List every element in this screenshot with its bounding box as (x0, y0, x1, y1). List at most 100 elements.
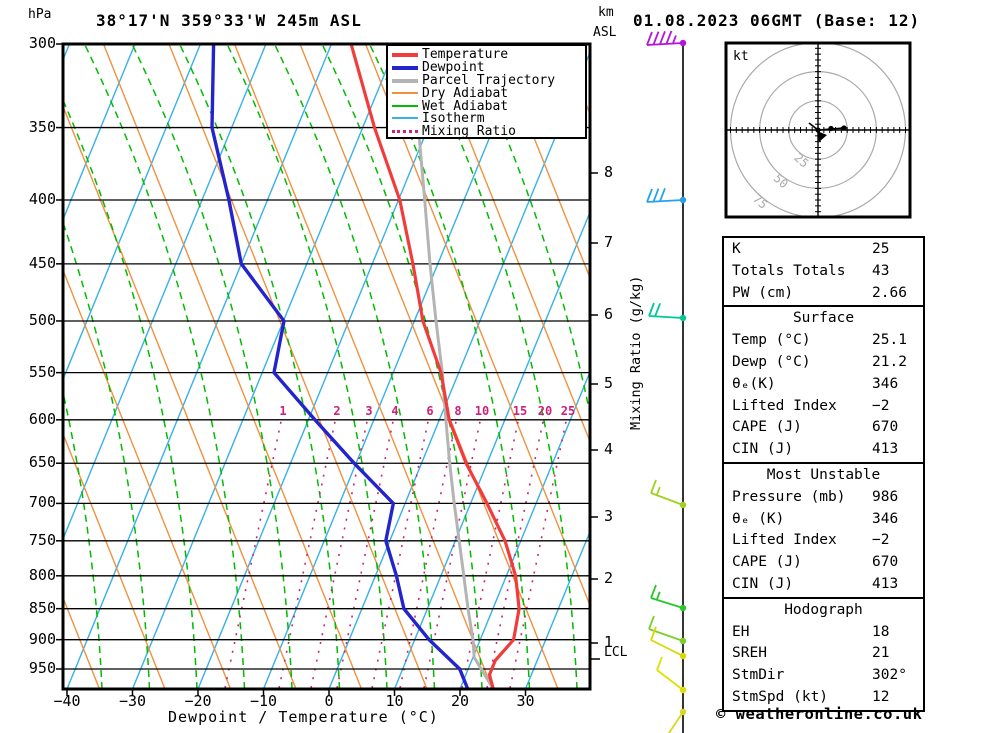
wind-barb (646, 187, 687, 204)
isotherm-line (63, 44, 267, 541)
mixing-ratio-line (486, 417, 545, 689)
wind-barb-stem (648, 315, 684, 319)
wind-barb-stem (656, 669, 684, 691)
pressure-tick-label: 550 (28, 362, 56, 381)
pressure-tick-label: 800 (28, 565, 56, 584)
isotherm-line (197, 44, 464, 689)
pressure-tick-label: 850 (28, 598, 56, 617)
table-section-header: Most Unstable (766, 467, 881, 483)
wet-adiabat-line (83, 44, 246, 689)
hodograph-ring-label: 50 (771, 171, 791, 191)
wet-adiabat-line (63, 389, 103, 689)
table-row-label: Totals Totals (732, 262, 846, 279)
table-row-value: 413 (872, 575, 899, 592)
wet-adiabat-line (131, 44, 293, 689)
table-section-header: Surface (792, 310, 855, 327)
hodograph-frame (724, 41, 912, 219)
wind-barb-feather (652, 188, 660, 202)
table-row-value: −2 (872, 397, 890, 414)
hodograph-trace-point (815, 127, 821, 133)
isotherm-line (524, 529, 590, 689)
table-row-label: θₑ(K) (732, 375, 776, 392)
km-tick-label: 6 (604, 305, 614, 323)
isotherm-line (63, 44, 202, 382)
wind-barb-station-dot (679, 686, 687, 694)
asl-label: ASL (593, 25, 617, 40)
km-tick-label: 3 (604, 507, 614, 525)
hodograph-trace (808, 122, 845, 131)
table-row-label: Pressure (mb) (732, 488, 846, 505)
table-row: Lifted Index −2 (724, 395, 923, 417)
dry-adiabat-line (495, 44, 590, 280)
table-row-value: −2 (872, 532, 890, 549)
wet-adiabat-line (63, 98, 198, 689)
table-row-label: θₑ (K) (732, 510, 785, 527)
table-row-value: 21.2 (872, 353, 907, 370)
temperature-tick-label: 30 (516, 692, 535, 710)
pressure-tick-label: 700 (28, 493, 56, 512)
wet-adiabat-line (321, 44, 483, 689)
wet-adiabat-line (63, 220, 151, 689)
pressure-tick-label: 350 (28, 117, 56, 136)
table-row-label: CAPE (J) (732, 419, 802, 436)
wind-barb-feather (652, 31, 660, 45)
dewpoint-curve (210, 44, 470, 689)
wind-barb-feather (650, 626, 657, 641)
parcel-trajectory-curve (416, 44, 495, 689)
pressure-tick-label: 450 (28, 253, 56, 272)
isotherm-line (131, 44, 398, 689)
legend-line-sample (392, 78, 418, 83)
mixing-ratio-line (224, 417, 283, 689)
temperature-tick-label: −20 (184, 692, 212, 710)
wind-barb-feather (659, 30, 666, 45)
legend-line-sample (392, 91, 418, 94)
legend-line-sample (392, 130, 418, 134)
km-tick-label: 2 (604, 569, 614, 587)
table-section: K 25 Totals Totals 43 PW (cm) 2.66 (722, 236, 925, 308)
mixing-ratio-value-label: 25 (561, 404, 575, 418)
pressure-tick-label: 600 (28, 409, 56, 428)
page-title: 38°17'N 359°33'W 245m ASL (96, 11, 362, 30)
legend-label: Parcel Trajectory (422, 72, 556, 88)
table-row: EH 18 (724, 621, 923, 643)
legend-item: Temperature (388, 48, 585, 61)
table-row: StmDir 302° (724, 664, 923, 686)
km-tick-label: 7 (604, 233, 614, 251)
temperature-tick-label: −10 (249, 692, 278, 710)
wind-barb-station-dot (679, 652, 687, 660)
isotherm-line (459, 370, 590, 689)
wind-barb-feather (646, 31, 653, 46)
wind-barb-half-feather (655, 591, 661, 601)
table-row: Pressure (mb) 986 (724, 486, 923, 508)
wind-barb-feather (650, 479, 657, 494)
wind-barb-feather (656, 656, 663, 671)
isotherm-line (328, 50, 590, 689)
pressure-tick-label: 500 (28, 310, 56, 329)
wet-adiabat-line (273, 44, 436, 689)
wind-barb-feather (665, 30, 673, 45)
isotherm-line (393, 210, 590, 689)
legend-item: Dry Adiabat (388, 87, 585, 100)
pressure-tick-label: 900 (28, 629, 56, 648)
table-row-value: 2.66 (872, 284, 907, 301)
storm-motion-marker (817, 131, 827, 142)
mixing-ratio-value-label: 1 (279, 404, 286, 418)
mixing-ratio-value-label: 3 (365, 404, 372, 418)
table-section: Surface Temp (°C) 25.1 Dewp (°C) 21.2 θₑ(K) 34… (722, 305, 925, 464)
table-row-label: CIN (J) (732, 441, 794, 458)
legend-line-sample (392, 117, 418, 120)
table-row-label: Temp (°C) (732, 332, 811, 349)
table-row-value: 346 (872, 375, 899, 392)
km-tick-label: 1 (604, 633, 614, 651)
table-row-label: Lifted Index (732, 397, 837, 414)
dry-adiabat-line (168, 44, 428, 689)
legend-item: Mixing Ratio (388, 125, 585, 138)
wind-barb-half-feather (672, 35, 677, 44)
wind-barb-station-dot (679, 39, 687, 47)
table-row-label: PW (cm) (732, 284, 794, 301)
temperature-tick-label: 10 (385, 692, 404, 710)
table-row: CIN (J) 413 (724, 573, 923, 595)
table-row-value: 43 (872, 262, 890, 279)
wind-barb-stem (646, 199, 684, 203)
